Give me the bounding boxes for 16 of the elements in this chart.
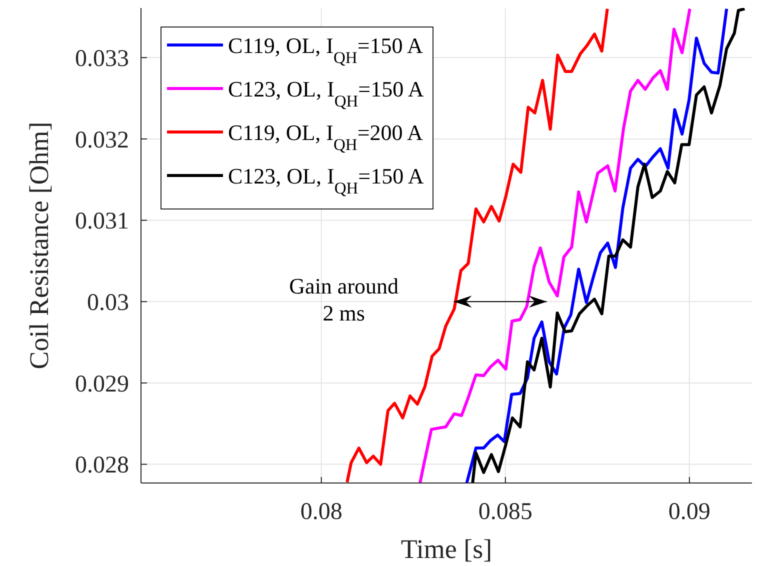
y-tick-label: 0.032 <box>75 127 129 154</box>
x-axis-title: Time [s] <box>400 534 492 564</box>
y-tick-label: 0.029 <box>75 371 129 398</box>
annotation: Gain around 2 ms <box>289 274 399 326</box>
x-tick-label: 0.08 <box>300 499 342 525</box>
legend-label: C119, OL, I$_{QH}$=150 A <box>228 33 424 66</box>
y-tick-label: 0.031 <box>75 208 129 235</box>
y-tick-label: 0.03 <box>87 290 129 316</box>
legend-label: C123, OL, I$_{QH}$=150 A <box>228 164 424 197</box>
legend-label: C123, OL, I$_{QH}$=150 A <box>228 76 424 110</box>
y-axis-title: Coil Resistance [Ohm] <box>24 122 54 370</box>
y-tick-label: 0.028 <box>75 452 129 479</box>
y-tick-label: 0.033 <box>75 46 129 72</box>
x-tick-label: 0.09 <box>668 499 710 525</box>
x-tick-label: 0.085 <box>478 499 532 525</box>
legend-label: C119, OL, I$_{QH}$=200 A <box>228 120 424 154</box>
